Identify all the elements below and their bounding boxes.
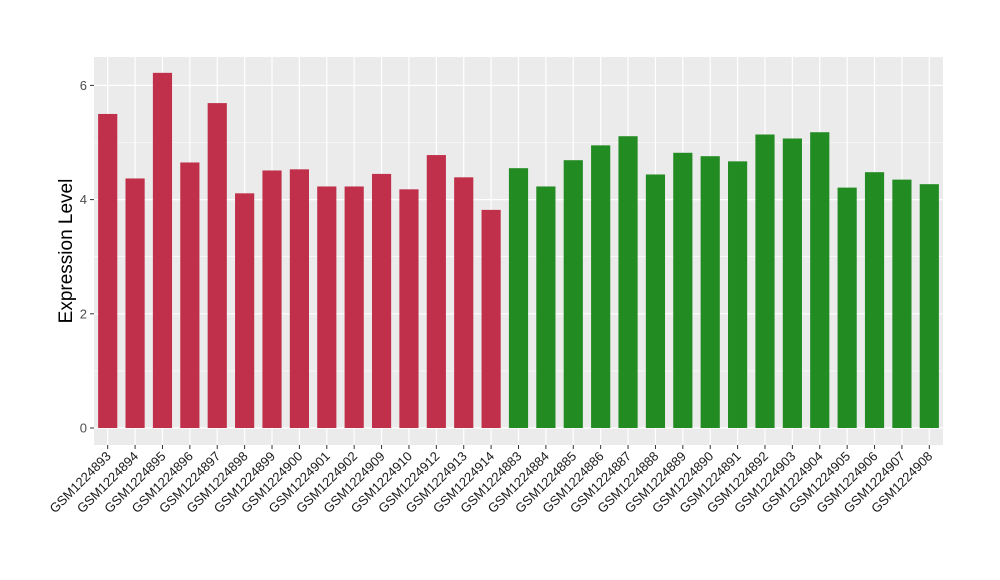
y-tick-label: 4 [80,192,87,207]
bar-GSM1224898 [235,193,255,428]
bar-GSM1224892 [755,134,775,429]
x-axis: GSM1224893GSM1224894GSM1224895GSM1224896… [46,445,935,516]
bar-GSM1224899 [262,170,282,428]
bar-GSM1224902 [344,186,364,428]
bar-GSM1224889 [673,152,693,428]
bar-GSM1224893 [98,113,118,428]
bar-GSM1224895 [152,72,173,428]
y-axis-title: Expression Level [56,179,77,324]
bar-GSM1224894 [125,178,145,428]
bar-GSM1224907 [892,179,912,428]
y-axis: 0 2 4 6 [80,78,94,436]
bars [98,72,939,429]
bar-GSM1224884 [536,186,556,428]
bar-GSM1224913 [454,177,474,428]
bar-GSM1224896 [180,162,200,429]
y-tick-label: 0 [80,421,87,436]
bar-GSM1224888 [645,174,666,428]
bar-GSM1224887 [618,136,638,428]
bar-GSM1224906 [864,172,885,428]
bar-GSM1224886 [591,145,611,429]
bar-GSM1224904 [810,132,830,429]
bar-GSM1224885 [563,160,583,429]
bar-GSM1224910 [399,189,419,428]
y-tick-label: 6 [80,78,87,93]
y-tick-label: 2 [80,306,87,321]
bar-GSM1224900 [289,169,309,428]
bar-GSM1224908 [919,184,939,428]
bar-GSM1224912 [426,155,446,428]
bar-GSM1224901 [317,186,337,428]
bar-GSM1224883 [508,168,529,428]
bar-GSM1224897 [207,103,227,428]
bar-GSM1224909 [371,173,392,428]
bar-GSM1224891 [728,161,748,428]
bar-GSM1224905 [837,187,857,428]
bar-GSM1224890 [700,156,720,429]
bar-GSM1224914 [481,209,501,428]
bar-GSM1224903 [782,138,802,429]
